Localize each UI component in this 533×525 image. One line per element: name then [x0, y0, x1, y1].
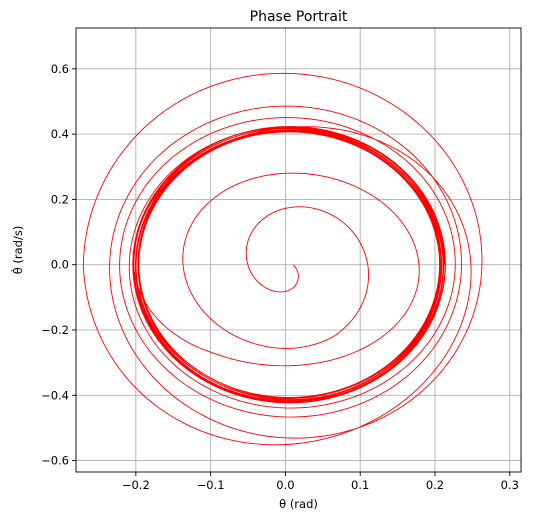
y-tick-label: −0.4 — [41, 388, 69, 402]
x-tick-label: 0.1 — [351, 478, 369, 492]
y-tick-label: 0.4 — [51, 127, 69, 141]
plot-area — [82, 72, 483, 446]
x-axis-label: θ (rad) — [279, 497, 318, 511]
axes-frame — [75, 27, 522, 473]
y-tick-label: −0.2 — [41, 323, 69, 337]
y-tick-label: 0.2 — [51, 192, 69, 206]
grid — [76, 28, 521, 472]
chart-title: Phase Portrait — [250, 9, 348, 25]
y-tick-label: 0.0 — [51, 258, 69, 272]
x-tick-label: −0.1 — [197, 478, 225, 492]
y-tick-label: 0.6 — [51, 62, 69, 76]
x-axis-ticks: −0.2 −0.1 0.0 0.1 0.2 0.3 — [122, 472, 519, 492]
y-axis-label: θ̇ (rad/s) — [10, 226, 25, 275]
x-tick-label: 0.3 — [501, 478, 519, 492]
x-tick-label: 0.2 — [426, 478, 444, 492]
x-tick-label: −0.2 — [122, 478, 150, 492]
y-axis-ticks: −0.6 −0.4 −0.2 0.0 0.2 0.4 0.6 — [41, 62, 76, 468]
x-tick-label: 0.0 — [276, 478, 294, 492]
y-tick-label: −0.6 — [41, 454, 69, 468]
series-trajectory-line — [82, 72, 483, 446]
